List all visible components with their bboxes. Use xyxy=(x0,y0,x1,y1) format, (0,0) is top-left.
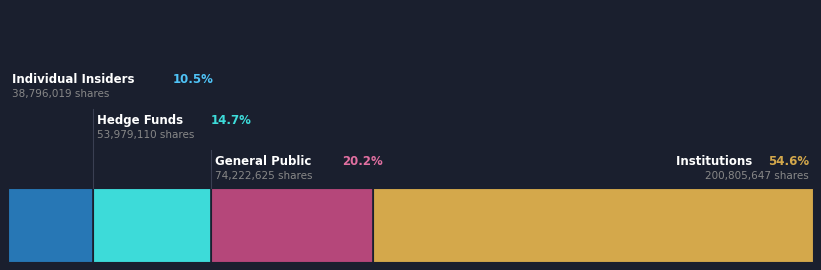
Text: Institutions: Institutions xyxy=(677,155,757,168)
Text: Individual Insiders: Individual Insiders xyxy=(12,73,139,86)
Text: 20.2%: 20.2% xyxy=(342,155,383,168)
Bar xyxy=(93,188,211,262)
Text: 74,222,625 shares: 74,222,625 shares xyxy=(215,171,313,181)
Bar xyxy=(374,188,813,262)
Text: Hedge Funds: Hedge Funds xyxy=(97,114,187,127)
Bar xyxy=(8,188,93,262)
Text: 53,979,110 shares: 53,979,110 shares xyxy=(97,130,194,140)
Text: 10.5%: 10.5% xyxy=(172,73,213,86)
Text: 38,796,019 shares: 38,796,019 shares xyxy=(12,89,110,99)
Text: 14.7%: 14.7% xyxy=(211,114,252,127)
Bar xyxy=(211,188,374,262)
Text: General Public: General Public xyxy=(215,155,315,168)
Text: 54.6%: 54.6% xyxy=(768,155,809,168)
Text: 200,805,647 shares: 200,805,647 shares xyxy=(705,171,809,181)
